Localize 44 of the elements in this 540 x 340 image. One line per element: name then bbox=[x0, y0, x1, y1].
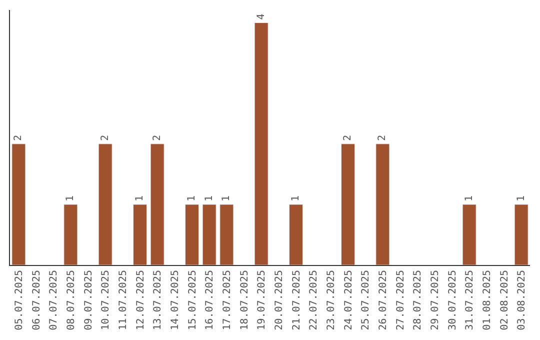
x-tick-label: 29.07.2025 bbox=[430, 270, 441, 330]
data-label: 1 bbox=[134, 195, 146, 202]
x-tick-label: 20.07.2025 bbox=[274, 270, 285, 330]
x-tick-label: 08.07.2025 bbox=[66, 270, 77, 330]
x-tick-label: 09.07.2025 bbox=[83, 270, 94, 330]
x-tick-label: 24.07.2025 bbox=[343, 270, 354, 330]
x-tick-label: 03.08.2025 bbox=[516, 270, 528, 330]
x-tick-label: 27.07.2025 bbox=[395, 270, 406, 330]
data-label: 1 bbox=[221, 195, 232, 202]
x-tick-label: 15.07.2025 bbox=[187, 270, 198, 330]
data-label: 1 bbox=[204, 195, 215, 202]
x-tick-label: 11.07.2025 bbox=[118, 270, 129, 330]
x-tick-label: 12.07.2025 bbox=[135, 270, 146, 330]
x-tick-label: 25.07.2025 bbox=[360, 270, 372, 330]
x-tick-label: 21.07.2025 bbox=[291, 270, 302, 330]
x-tick-label: 07.07.2025 bbox=[48, 270, 60, 330]
data-label: 2 bbox=[100, 134, 111, 141]
x-tick-label: 02.08.2025 bbox=[499, 270, 510, 330]
data-label: 2 bbox=[152, 134, 163, 141]
data-label: 1 bbox=[186, 195, 198, 202]
x-tick-label: 05.07.2025 bbox=[14, 270, 25, 330]
x-tick-label: 26.07.2025 bbox=[378, 270, 389, 330]
data-label: 4 bbox=[256, 14, 267, 20]
x-tick-label: 10.07.2025 bbox=[100, 270, 112, 330]
x-tick-label: 13.07.2025 bbox=[152, 270, 164, 330]
x-tick-label: 30.07.2025 bbox=[447, 270, 458, 330]
data-label: 2 bbox=[342, 134, 354, 141]
data-label: 1 bbox=[290, 195, 302, 202]
x-tick-label: 31.07.2025 bbox=[464, 270, 476, 330]
x-tick-label: 28.07.2025 bbox=[412, 270, 424, 330]
x-tick-label: 16.07.2025 bbox=[204, 270, 216, 330]
data-label: 1 bbox=[65, 195, 76, 202]
x-tick-label: 17.07.2025 bbox=[222, 270, 233, 330]
x-tick-label: 01.08.2025 bbox=[482, 270, 493, 330]
x-tick-label: 19.07.2025 bbox=[256, 270, 268, 330]
data-label: 2 bbox=[377, 134, 388, 141]
x-tick-label: 14.07.2025 bbox=[170, 270, 181, 330]
x-tick-label: 22.07.2025 bbox=[308, 270, 320, 330]
data-label: 1 bbox=[464, 195, 475, 202]
data-label: 1 bbox=[516, 195, 527, 202]
x-tick-label: 18.07.2025 bbox=[239, 270, 250, 330]
x-tick-label: 23.07.2025 bbox=[326, 270, 337, 330]
x-tick-label: 06.07.2025 bbox=[31, 270, 42, 330]
data-label: 2 bbox=[13, 134, 24, 141]
